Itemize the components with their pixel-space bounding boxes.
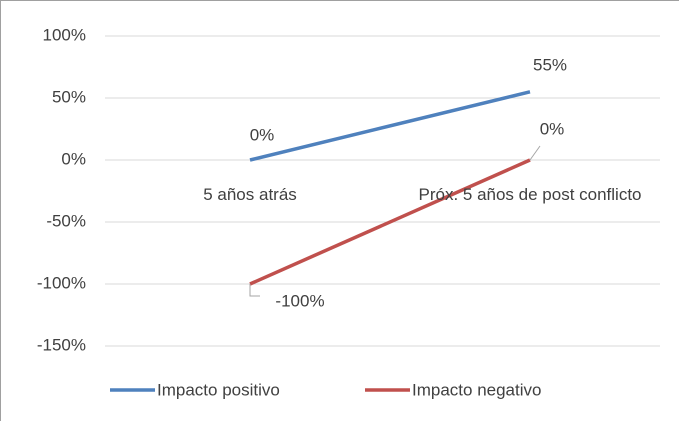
data-label: 55% — [533, 55, 567, 74]
x-tick-label: 5 años atrás — [203, 185, 297, 204]
leader-line — [529, 145, 541, 161]
data-label: -100% — [275, 291, 324, 310]
line-series — [249, 90, 531, 162]
x-tick-label: Próx. 5 años de post conflicto — [418, 185, 642, 204]
y-tick-label: 0% — [61, 149, 86, 168]
legend-label: Impacto positivo — [157, 380, 280, 399]
y-tick-label: 100% — [43, 25, 86, 44]
y-tick-label: -100% — [37, 273, 86, 292]
y-tick-label: -150% — [37, 335, 86, 354]
line-series — [249, 158, 531, 286]
legend-label: Impacto negativo — [412, 380, 541, 399]
leader-line — [249, 284, 260, 297]
data-label: 0% — [250, 125, 275, 144]
y-tick-label: 50% — [52, 87, 86, 106]
y-tick-label: -50% — [46, 211, 86, 230]
data-label: 0% — [540, 119, 565, 138]
